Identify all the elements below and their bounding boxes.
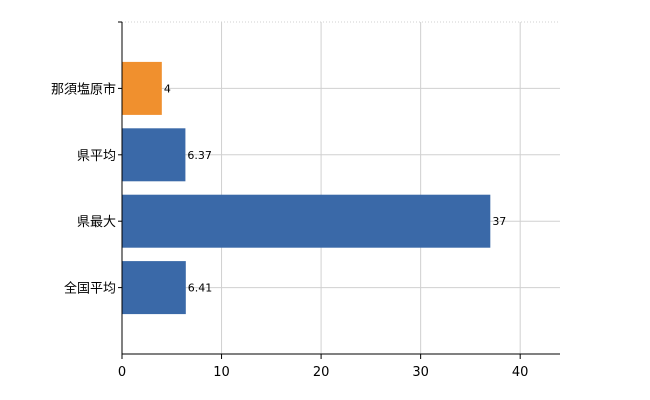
category-label: 県最大 [77, 215, 116, 230]
bar [122, 128, 186, 182]
labels: 0 10 20 30 40 那須塩原市 4 県平均 6.37 県最大 37 全国平均 6.41 [51, 81, 528, 380]
data-label: 6.41 [188, 282, 213, 295]
data-label: 37 [492, 215, 506, 228]
category-label: 全国平均 [64, 281, 116, 297]
category-label: 県平均 [77, 149, 116, 164]
grid-lines [122, 21, 560, 354]
bars [122, 61, 491, 315]
bar [122, 261, 186, 315]
x-tick-label: 10 [213, 365, 230, 380]
data-label: 6.37 [187, 149, 212, 162]
x-tick-label: 20 [313, 365, 330, 380]
axes [118, 21, 560, 359]
category-label: 那須塩原市 [51, 81, 116, 97]
bar [122, 61, 162, 115]
x-tick-label: 30 [412, 365, 429, 380]
bar [122, 194, 491, 248]
x-tick-label: 0 [118, 365, 126, 380]
data-label: 4 [164, 82, 171, 95]
x-tick-label: 40 [512, 365, 529, 380]
